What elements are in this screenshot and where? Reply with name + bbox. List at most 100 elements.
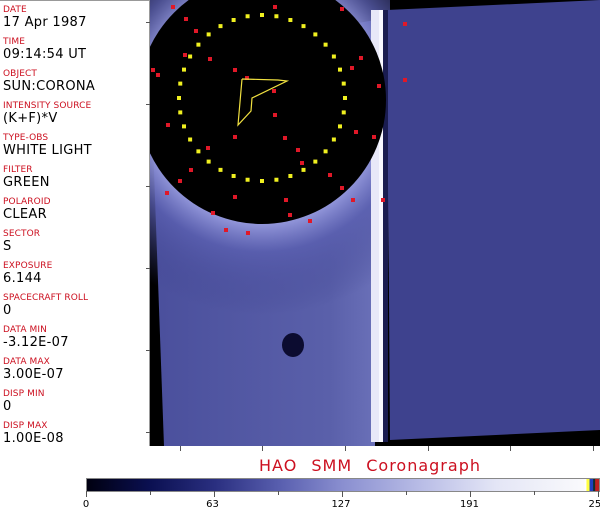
field-label: DATA MAX: [3, 357, 50, 367]
colorbar-tick: [534, 491, 535, 495]
marker-red: [166, 123, 170, 127]
field-value: WHITE LIGHT: [3, 143, 92, 158]
marker-yellow: [313, 32, 318, 37]
field-value: 09:14:54 UT: [3, 47, 87, 62]
markers: [151, 5, 407, 235]
colorbar-tick-label: 63: [206, 499, 219, 510]
colorbar-tick: [342, 491, 343, 497]
colorbar-tick: [598, 491, 599, 497]
marker-red: [403, 78, 407, 82]
marker-red: [300, 161, 304, 165]
marker-red: [178, 179, 182, 183]
field-label: DATA MIN: [3, 325, 47, 335]
marker-yellow: [301, 167, 306, 172]
marker-red: [246, 231, 250, 235]
marker-yellow: [245, 177, 250, 182]
marker-red: [272, 89, 276, 93]
pylon-streak: [371, 10, 379, 442]
marker-red: [156, 73, 160, 77]
colorbar-tick-label: 127: [331, 499, 351, 510]
marker-yellow: [341, 110, 346, 115]
field-value: 6.144: [3, 271, 42, 286]
marker-red: [284, 198, 288, 202]
frame-tick: [146, 22, 150, 23]
marker-yellow: [182, 124, 187, 129]
field-label: FILTER: [3, 165, 33, 175]
field-label: DISP MIN: [3, 389, 45, 399]
field-value: SUN:CORONA: [3, 79, 96, 94]
frame-tick: [146, 350, 150, 351]
colorbar: [86, 478, 600, 492]
field-value: (K+F)*V: [3, 111, 58, 126]
frame-tick: [428, 446, 429, 451]
field-label: TIME: [3, 37, 26, 47]
marker-yellow: [231, 173, 236, 178]
marker-red: [189, 168, 193, 172]
marker-yellow: [188, 54, 193, 59]
marker-yellow: [337, 124, 342, 129]
field-value: 1.00E-08: [3, 431, 64, 446]
field-value: 17 Apr 1987: [3, 15, 87, 30]
marker-red: [372, 135, 376, 139]
marker-yellow: [323, 42, 328, 47]
marker-yellow: [274, 14, 279, 19]
colorbar-tick-label: 0: [82, 499, 90, 510]
marker-yellow: [260, 13, 264, 17]
marker-red: [377, 84, 381, 88]
marker-yellow: [331, 137, 336, 142]
frame-tick: [345, 446, 346, 451]
marker-yellow: [331, 54, 336, 59]
region-outline: [237, 78, 290, 127]
coronagraph-image: [150, 0, 600, 446]
marker-yellow: [323, 149, 328, 154]
frame-tick: [180, 446, 181, 451]
field-label: OBJECT: [3, 69, 37, 79]
marker-red: [183, 53, 187, 57]
marker-yellow: [260, 179, 264, 183]
marker-yellow: [218, 24, 223, 29]
dark-spot: [282, 333, 304, 357]
field-label: SPACECRAFT ROLL: [3, 293, 89, 303]
marker-red: [194, 29, 198, 33]
marker-red: [359, 56, 363, 60]
frame-tick: [262, 446, 263, 451]
frame-tick: [510, 446, 511, 451]
colorbar-tick: [278, 491, 279, 495]
coronagraph-image-svg: [150, 0, 600, 446]
field-label: SECTOR: [3, 229, 41, 239]
marker-red: [403, 22, 407, 26]
marker-red: [296, 148, 300, 152]
marker-red: [350, 66, 354, 70]
marker-red: [206, 146, 210, 150]
marker-yellow: [196, 42, 201, 47]
field-label: INTENSITY SOURCE: [3, 101, 92, 111]
field-label: POLAROID: [3, 197, 51, 207]
field-value: CLEAR: [3, 207, 47, 222]
marker-yellow: [343, 96, 347, 100]
marker-yellow: [178, 110, 183, 115]
marker-red: [233, 135, 237, 139]
colorbar-tick: [150, 491, 151, 495]
frame-tick: [146, 186, 150, 187]
field-value: -3.12E-07: [3, 335, 69, 350]
marker-red: [233, 68, 237, 72]
header-info-panel: DATE 17 Apr 1987 TIME 09:14:54 UT OBJECT SUN:…: [0, 0, 150, 446]
field-value: GREEN: [3, 175, 50, 190]
marker-red: [151, 68, 155, 72]
marker-red: [308, 219, 312, 223]
frame-tick: [593, 446, 594, 451]
frame-tick: [146, 104, 150, 105]
marker-yellow: [231, 18, 236, 23]
marker-yellow: [177, 96, 181, 100]
marker-red: [273, 5, 277, 9]
plot-title: HAO SMM Coronagraph: [259, 456, 481, 475]
marker-yellow: [206, 159, 211, 164]
pylon-shadow: [383, 10, 388, 442]
marker-yellow: [288, 173, 293, 178]
frame-tick: [146, 432, 150, 433]
colorbar-tick-label: 255: [588, 499, 600, 510]
marker-yellow: [313, 159, 318, 164]
marker-red: [224, 228, 228, 232]
frame-tick: [146, 268, 150, 269]
field-value: 3.00E-07: [3, 367, 64, 382]
